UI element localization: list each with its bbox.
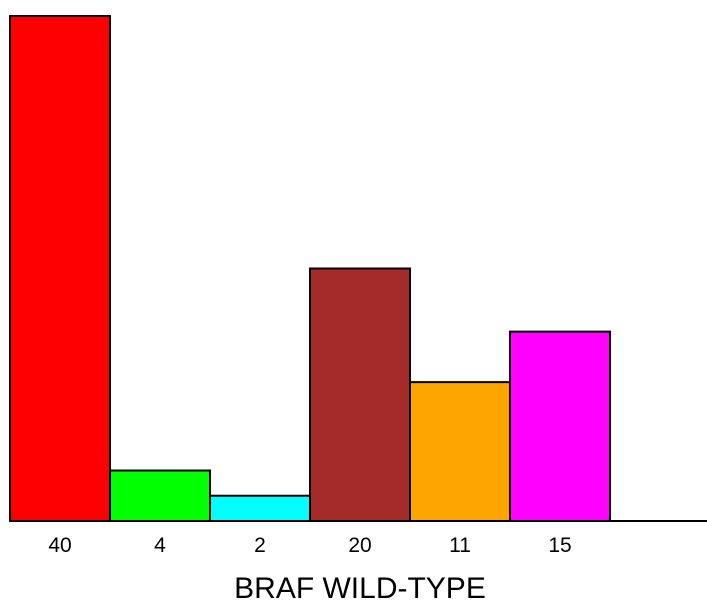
bar-3	[309, 267, 411, 522]
tick-label-3: 20	[348, 534, 371, 557]
bar-1	[109, 469, 211, 522]
tick-label-5: 15	[548, 534, 571, 557]
bars-group	[9, 15, 611, 522]
x-axis-title: BRAF WILD-TYPE	[234, 572, 486, 605]
tick-label-4: 11	[449, 534, 471, 557]
bar-4	[409, 381, 511, 522]
bar-5	[509, 330, 611, 522]
tick-label-0: 40	[48, 534, 71, 557]
tick-labels-group: 40 4 2 20 11 15	[48, 534, 571, 557]
tick-label-1: 4	[154, 534, 166, 557]
bar-2	[209, 494, 311, 522]
bar-0	[9, 15, 111, 522]
tick-label-2: 2	[254, 534, 266, 557]
